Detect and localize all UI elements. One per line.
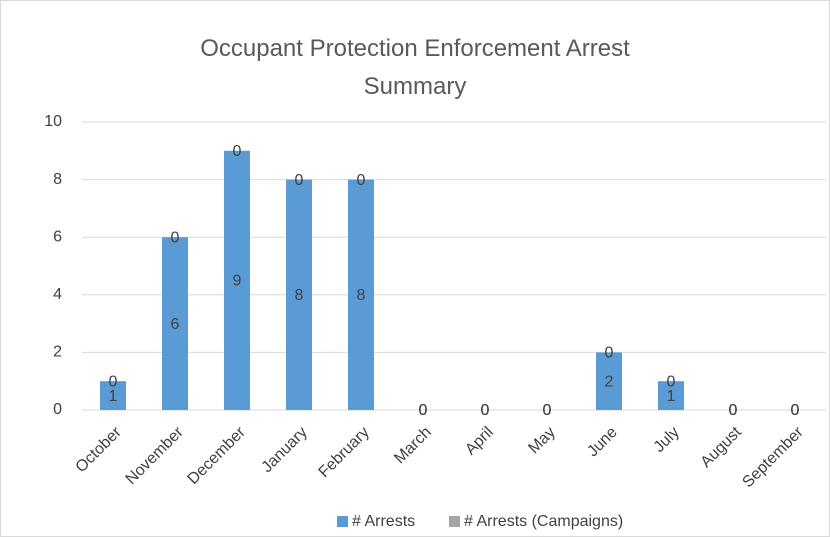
data-label: 0 [481,402,490,419]
data-label: 0 [667,373,676,390]
data-label: 0 [791,402,800,419]
data-label: 0 [729,402,738,419]
bar [596,352,622,410]
bar [100,381,126,410]
y-tick-label: 10 [44,113,62,130]
data-label: 2 [605,373,614,390]
x-tick-label: August [698,423,746,471]
data-label: 0 [481,402,490,419]
bar [286,179,312,410]
bar [348,179,374,410]
x-tick-label: May [525,424,558,457]
data-label: 1 [109,388,118,405]
x-tick-label: December [185,423,250,488]
legend-swatch [449,516,460,527]
data-label: 0 [605,345,614,362]
x-tick-label: February [316,424,373,481]
y-tick-label: 8 [53,171,62,188]
data-label: 0 [543,402,552,419]
x-tick-label: July [651,424,683,456]
chart-title: Occupant Protection Enforcement Arrest S… [200,35,630,100]
bar [224,150,250,411]
data-label: 0 [543,402,552,419]
data-label: 0 [109,373,118,390]
bar [658,381,684,410]
y-tick-label: 6 [53,228,62,245]
data-label: 0 [233,143,242,160]
data-label: 0 [295,172,304,189]
data-label: 0 [419,402,428,419]
x-tick-label: November [123,423,188,488]
data-label: 6 [171,316,180,333]
x-tick-label: June [584,424,621,461]
x-tick-label: January [259,424,311,476]
data-label: 8 [295,287,304,304]
x-tick-label: April [462,424,497,459]
legend-swatch [337,516,348,527]
data-label: 0 [171,229,180,246]
x-tick-label: September [739,423,807,491]
y-tick-label: 4 [53,286,62,303]
data-label: 0 [357,172,366,189]
legend-label: # Arrests (Campaigns) [464,513,623,530]
y-tick-label: 0 [53,401,62,418]
data-label: 0 [791,402,800,419]
legend-label: # Arrests [352,513,415,530]
data-label: 0 [729,402,738,419]
data-label: 1 [667,388,676,405]
x-tick-label: October [73,423,126,476]
bar [162,237,188,410]
x-tick-label: March [391,424,434,467]
data-label: 0 [419,402,428,419]
data-label: 8 [357,287,366,304]
y-tick-label: 2 [53,344,62,361]
data-label: 9 [233,273,242,290]
